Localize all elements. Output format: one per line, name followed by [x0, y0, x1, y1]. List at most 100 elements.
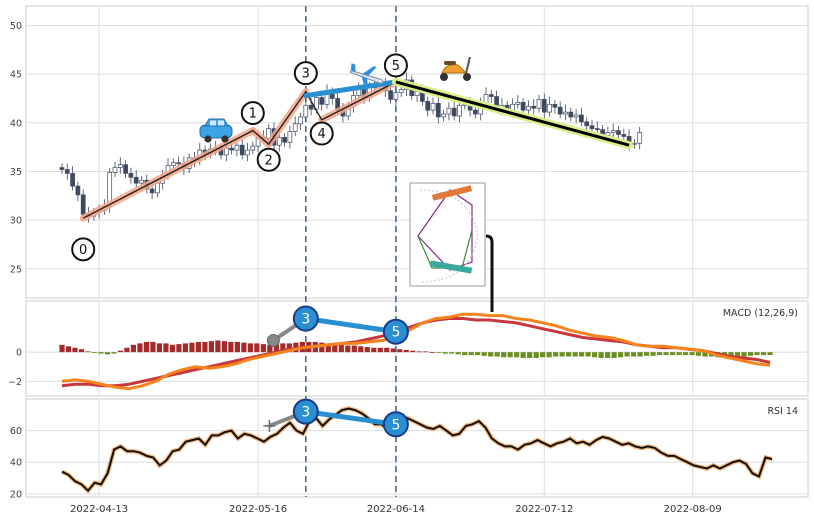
x-tick-label: 2022-08-09 — [664, 504, 722, 515]
macd-histogram-bar — [85, 351, 91, 353]
macd-ytick-label: 0 — [16, 348, 22, 359]
macd-histogram-bar — [104, 352, 111, 355]
macd-histogram-bar — [260, 344, 266, 353]
candle-body — [112, 167, 118, 173]
macd-histogram-bar — [501, 352, 507, 358]
macd-wave-marker-text: 5 — [391, 325, 400, 341]
rsi-ytick-label: 60 — [10, 426, 22, 437]
macd-histogram-bar — [371, 347, 377, 353]
car-wheel — [221, 135, 229, 143]
macd-histogram-bar — [559, 352, 565, 357]
macd-histogram-bar — [416, 351, 422, 353]
macd-histogram-bar — [65, 346, 72, 353]
candle-body — [393, 92, 399, 100]
macd-histogram-bar — [332, 344, 338, 353]
macd-histogram-bar — [760, 352, 767, 356]
candle-body — [573, 114, 579, 118]
candle-body — [239, 144, 245, 156]
inset-frame — [409, 182, 486, 287]
car-window — [218, 120, 224, 126]
candle-body — [250, 145, 256, 151]
candle-body — [589, 125, 595, 129]
macd-histogram-bar — [533, 352, 539, 358]
macd-histogram-bar — [267, 344, 273, 353]
macd-histogram-bar — [624, 352, 630, 357]
macd-histogram-bar — [143, 341, 150, 353]
candle-body — [229, 147, 234, 151]
candle-body — [139, 179, 144, 184]
macd-histogram-bar — [449, 352, 455, 354]
macd-histogram-bar — [546, 352, 552, 358]
rsi-grey-marker — [263, 419, 276, 432]
candle-body — [398, 89, 404, 93]
macd-histogram-bar — [351, 345, 357, 353]
candle-body — [128, 173, 134, 178]
rsi-ytick-label: 40 — [10, 458, 22, 469]
macd-histogram-bar — [754, 352, 760, 356]
macd-histogram-bar — [643, 352, 650, 356]
macd-histogram-bar — [403, 349, 409, 353]
scooter-icon — [440, 56, 471, 81]
macd-histogram-bar — [338, 344, 344, 353]
macd-histogram-bar — [319, 342, 325, 353]
pivot-label-circle — [309, 121, 334, 146]
macd-histogram-bar — [124, 347, 130, 353]
airplane-wing — [362, 66, 377, 76]
macd-histogram-bar — [345, 345, 351, 353]
macd-histogram-bar — [221, 341, 227, 353]
candle-body — [616, 130, 621, 135]
macd-ytick-label: −2 — [8, 377, 22, 388]
rsi-panel-frame — [25, 398, 809, 498]
macd-histogram-bar — [410, 350, 416, 353]
macd-histogram-bar — [592, 352, 598, 358]
pivot-label-circle — [240, 101, 265, 126]
x-tick-label: 2022-04-13 — [70, 504, 128, 515]
candle-body — [568, 111, 574, 118]
candle-body — [319, 97, 325, 105]
macd-histogram-bar — [676, 352, 682, 356]
zigzag-line — [82, 81, 397, 219]
macd-histogram-bar — [98, 352, 104, 354]
candle-body — [552, 103, 558, 108]
macd-histogram-bar — [280, 343, 286, 353]
pivot-label-text: 0 — [79, 243, 87, 258]
candle-body — [637, 132, 643, 144]
candle-body — [451, 107, 457, 117]
candle-body — [547, 103, 552, 113]
macd-histogram-bar — [111, 352, 117, 354]
rsi-wave-marker-text: 3 — [301, 405, 310, 421]
macd-histogram-bar — [656, 352, 663, 356]
macd-line — [61, 312, 771, 391]
macd-histogram-bar — [247, 343, 253, 353]
candle-body — [282, 137, 287, 143]
macd-histogram-bar — [176, 344, 182, 353]
scooter-wheel — [440, 73, 448, 81]
macd-histogram-bar — [436, 352, 442, 353]
macd-wave-marker — [292, 305, 319, 332]
candle-body — [303, 104, 309, 118]
macd-histogram-bar — [734, 352, 741, 358]
car-window — [210, 120, 216, 126]
macd-histogram-bar — [468, 352, 474, 356]
inset-arc — [419, 189, 479, 283]
scooter-seat — [444, 61, 456, 65]
car-icon — [199, 118, 233, 143]
macd-histogram-bar — [481, 352, 487, 356]
macd-histogram-bar — [520, 352, 526, 358]
macd-histogram-bar — [585, 352, 591, 357]
candle-body — [133, 176, 139, 184]
price-ytick-label: 30 — [10, 216, 22, 227]
macd-histogram-bar — [384, 347, 390, 353]
candle-body — [287, 131, 293, 143]
price-ytick-label: 25 — [10, 264, 22, 275]
rsi-wave-marker — [292, 398, 319, 425]
price-ytick-label: 45 — [10, 70, 22, 81]
candle-body — [584, 121, 590, 127]
macd-histogram-bar — [325, 343, 331, 353]
candle-body — [473, 109, 478, 115]
x-tick-label: 2022-07-12 — [515, 504, 573, 515]
candle-body — [441, 113, 446, 118]
pivot-label-circle — [71, 237, 96, 262]
macd-histogram-bar — [462, 352, 468, 356]
